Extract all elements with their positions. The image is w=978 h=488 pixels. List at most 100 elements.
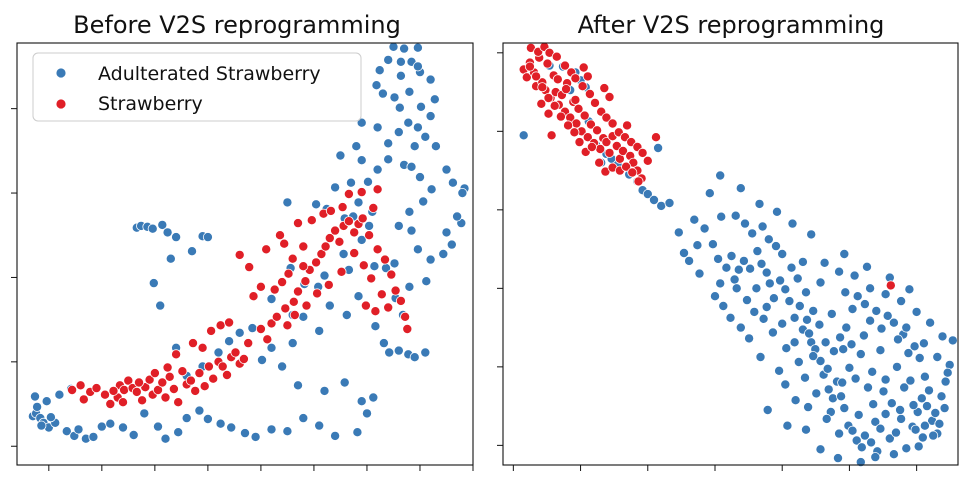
point-adulterated-strawberry-51 — [827, 393, 838, 404]
point-adulterated-strawberry-34 — [282, 426, 293, 437]
point-strawberry-92 — [364, 230, 375, 241]
point-adulterated-strawberry-123 — [937, 331, 948, 342]
point-adulterated-strawberry-161 — [888, 449, 899, 460]
point-adulterated-strawberry-35 — [298, 413, 309, 424]
point-adulterated-strawberry-81 — [148, 278, 159, 289]
point-adulterated-strawberry-43 — [794, 300, 805, 311]
point-strawberry-75 — [248, 291, 259, 302]
point-adulterated-strawberry-19 — [105, 418, 116, 429]
point-adulterated-strawberry-88 — [147, 223, 158, 234]
point-adulterated-strawberry-6 — [32, 401, 43, 412]
point-adulterated-strawberry-134 — [767, 327, 778, 338]
point-strawberry-68 — [537, 82, 548, 93]
point-adulterated-strawberry-74 — [234, 327, 245, 338]
point-adulterated-strawberry-162 — [863, 382, 874, 393]
point-adulterated-strawberry-149 — [710, 291, 721, 302]
point-adulterated-strawberry-113 — [787, 218, 798, 229]
point-adulterated-strawberry-60 — [420, 347, 431, 358]
point-adulterated-strawberry-13 — [61, 426, 72, 437]
point-adulterated-strawberry-104 — [747, 228, 758, 239]
point-adulterated-strawberry-20 — [664, 197, 675, 208]
point-adulterated-strawberry-168 — [942, 367, 953, 378]
point-adulterated-strawberry-37 — [764, 278, 775, 289]
point-adulterated-strawberry-114 — [806, 229, 817, 240]
point-strawberry-86 — [599, 83, 610, 94]
point-adulterated-strawberry-49 — [298, 311, 309, 322]
point-adulterated-strawberry-164 — [892, 361, 903, 372]
point-adulterated-strawberry-63 — [880, 408, 891, 419]
point-adulterated-strawberry-200 — [762, 404, 773, 415]
point-strawberry-72 — [277, 277, 288, 288]
point-adulterated-strawberry-179 — [808, 351, 819, 362]
point-strawberry-41 — [149, 368, 160, 379]
point-adulterated-strawberry-35 — [756, 258, 767, 269]
point-strawberry-43 — [171, 349, 182, 360]
point-strawberry-76 — [633, 176, 644, 187]
point-strawberry-5 — [100, 389, 111, 400]
point-adulterated-strawberry-48 — [815, 355, 826, 366]
point-adulterated-strawberry-134 — [425, 74, 436, 85]
point-adulterated-strawberry-119 — [447, 177, 458, 188]
point-strawberry-18 — [157, 377, 168, 388]
point-strawberry-61 — [594, 157, 605, 168]
point-adulterated-strawberry-141 — [899, 382, 910, 393]
point-adulterated-strawberry-151 — [393, 127, 404, 138]
point-strawberry-78 — [261, 244, 272, 255]
point-adulterated-strawberry-23 — [152, 421, 163, 432]
point-strawberry-33 — [618, 145, 629, 156]
point-adulterated-strawberry-80 — [903, 348, 914, 359]
point-strawberry-34 — [622, 120, 633, 131]
point-adulterated-strawberry-7 — [36, 420, 47, 431]
point-adulterated-strawberry-68 — [319, 270, 330, 281]
point-strawberry-76 — [244, 262, 255, 273]
point-strawberry-78 — [578, 62, 589, 73]
point-adulterated-strawberry-98 — [792, 273, 803, 284]
point-adulterated-strawberry-136 — [749, 306, 760, 317]
point-strawberry-46 — [570, 73, 581, 84]
legend-label-strawberry: Strawberry — [98, 93, 203, 115]
point-adulterated-strawberry-184 — [895, 404, 906, 415]
point-adulterated-strawberry-101 — [771, 241, 782, 252]
point-strawberry-23 — [177, 366, 188, 377]
point-adulterated-strawberry-48 — [287, 338, 298, 349]
point-adulterated-strawberry-40 — [780, 284, 791, 295]
point-strawberry-35 — [230, 347, 241, 358]
point-strawberry-47 — [577, 81, 588, 92]
point-adulterated-strawberry-123 — [412, 122, 423, 133]
point-adulterated-strawberry-116 — [834, 266, 845, 277]
point-adulterated-strawberry-64 — [389, 258, 400, 269]
point-strawberry-9 — [119, 384, 130, 395]
point-adulterated-strawberry-95 — [814, 319, 825, 330]
point-strawberry-87 — [546, 130, 557, 141]
point-adulterated-strawberry-105 — [740, 218, 751, 229]
point-adulterated-strawberry-138 — [731, 283, 742, 294]
point-strawberry-51 — [262, 334, 273, 345]
point-adulterated-strawberry-73 — [247, 323, 258, 334]
point-adulterated-strawberry-16 — [642, 189, 653, 200]
point-strawberry-47 — [215, 320, 226, 331]
point-adulterated-strawberry-157 — [364, 220, 375, 231]
point-adulterated-strawberry-126 — [389, 92, 400, 103]
point-adulterated-strawberry-84 — [882, 310, 893, 321]
point-strawberry-60 — [316, 248, 327, 259]
point-adulterated-strawberry-31 — [733, 264, 744, 275]
point-adulterated-strawberry-44 — [292, 380, 303, 391]
point-adulterated-strawberry-61 — [870, 416, 881, 427]
point-adulterated-strawberry-89 — [157, 219, 168, 230]
point-adulterated-strawberry-111 — [406, 225, 417, 236]
point-strawberry-110 — [282, 320, 293, 331]
point-adulterated-strawberry-126 — [855, 349, 866, 360]
point-strawberry-56 — [292, 286, 303, 297]
point-strawberry-69 — [531, 71, 542, 82]
point-strawberry-37 — [238, 353, 249, 364]
point-adulterated-strawberry-143 — [916, 393, 927, 404]
point-adulterated-strawberry-90 — [162, 227, 173, 238]
point-adulterated-strawberry-15 — [73, 424, 84, 435]
point-strawberry-89 — [298, 261, 309, 272]
point-strawberry-48 — [584, 89, 595, 100]
point-adulterated-strawberry-192 — [715, 278, 726, 289]
point-adulterated-strawberry-53 — [836, 391, 847, 402]
point-adulterated-strawberry-109 — [404, 206, 415, 217]
point-adulterated-strawberry-149 — [409, 141, 420, 152]
point-strawberry-74 — [621, 161, 632, 172]
